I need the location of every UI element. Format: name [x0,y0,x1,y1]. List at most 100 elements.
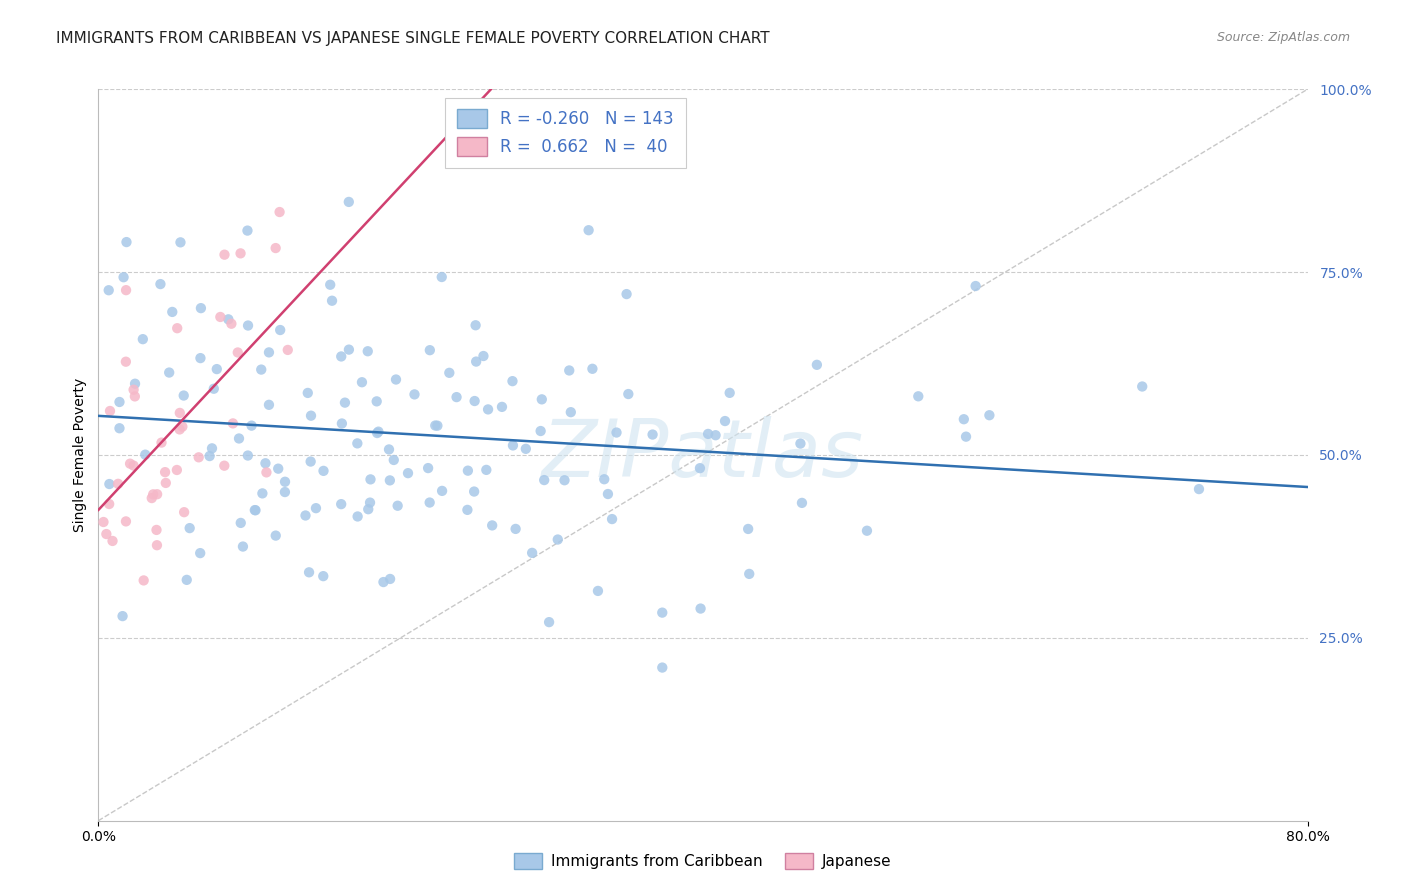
Point [149,277,172,291]
Point [173,388,195,402]
Point [132,332,155,346]
Point [464,394,486,409]
Point [337,194,360,209]
Point [93,515,115,529]
Point [538,615,561,629]
Point [201,442,224,456]
Point [360,472,382,486]
Point [330,350,353,364]
Point [359,495,381,509]
Point [176,573,198,587]
Point [965,279,987,293]
Point [651,660,673,674]
Point [617,387,640,401]
Point [141,491,163,505]
Point [294,508,316,523]
Point [689,461,711,475]
Point [1130,379,1153,393]
Point [520,546,543,560]
Point [505,522,527,536]
Point [267,461,290,475]
Point [387,499,409,513]
Point [491,400,513,414]
Point [367,425,389,439]
Point [232,540,254,554]
Point [108,421,131,435]
Point [115,283,138,297]
Point [228,432,250,446]
Point [274,475,297,489]
Point [179,521,201,535]
Point [222,417,245,431]
Point [98,497,121,511]
Point [229,516,252,530]
Point [229,246,252,260]
Point [385,372,408,386]
Point [501,374,523,388]
Point [264,528,287,542]
Point [425,418,447,433]
Point [366,425,388,440]
Legend: Immigrants from Caribbean, Japanese: Immigrants from Caribbean, Japanese [508,847,898,875]
Point [250,362,273,376]
Point [142,487,165,501]
Point [446,390,468,404]
Point [481,518,503,533]
Point [226,345,249,359]
Point [243,503,266,517]
Point [373,575,395,590]
Point [515,442,537,456]
Point [298,566,321,580]
Point [586,583,609,598]
Point [457,464,479,478]
Point [101,533,124,548]
Point [378,572,401,586]
Point [426,418,449,433]
Point [396,466,419,480]
Point [97,283,120,297]
Point [305,501,328,516]
Point [205,362,228,376]
Point [299,454,322,468]
Point [198,449,221,463]
Point [150,435,173,450]
Point [465,354,488,368]
Point [202,382,225,396]
Point [530,392,553,407]
Point [169,235,191,250]
Point [806,358,828,372]
Point [120,457,142,471]
Point [419,495,441,509]
Point [157,366,180,380]
Point [122,383,145,397]
Point [257,398,280,412]
Point [277,343,299,357]
Point [264,241,287,255]
Point [217,312,239,326]
Point [108,395,131,409]
Point [236,224,259,238]
Point [907,389,929,403]
Point [477,402,499,417]
Point [357,502,380,516]
Point [236,449,259,463]
Point [856,524,879,538]
Point [269,323,291,337]
Point [430,270,453,285]
Point [107,476,129,491]
Point [115,235,138,249]
Point [714,414,737,428]
Point [330,417,353,431]
Point [146,487,169,501]
Point [366,394,388,409]
Point [350,376,373,390]
Point [718,385,741,400]
Text: IMMIGRANTS FROM CARIBBEAN VS JAPANESE SINGLE FEMALE POVERTY CORRELATION CHART: IMMIGRANTS FROM CARIBBEAN VS JAPANESE SI… [56,31,770,46]
Point [299,409,322,423]
Point [789,436,811,450]
Point [245,503,267,517]
Point [115,354,138,368]
Point [214,248,236,262]
Point [162,305,184,319]
Point [979,408,1001,422]
